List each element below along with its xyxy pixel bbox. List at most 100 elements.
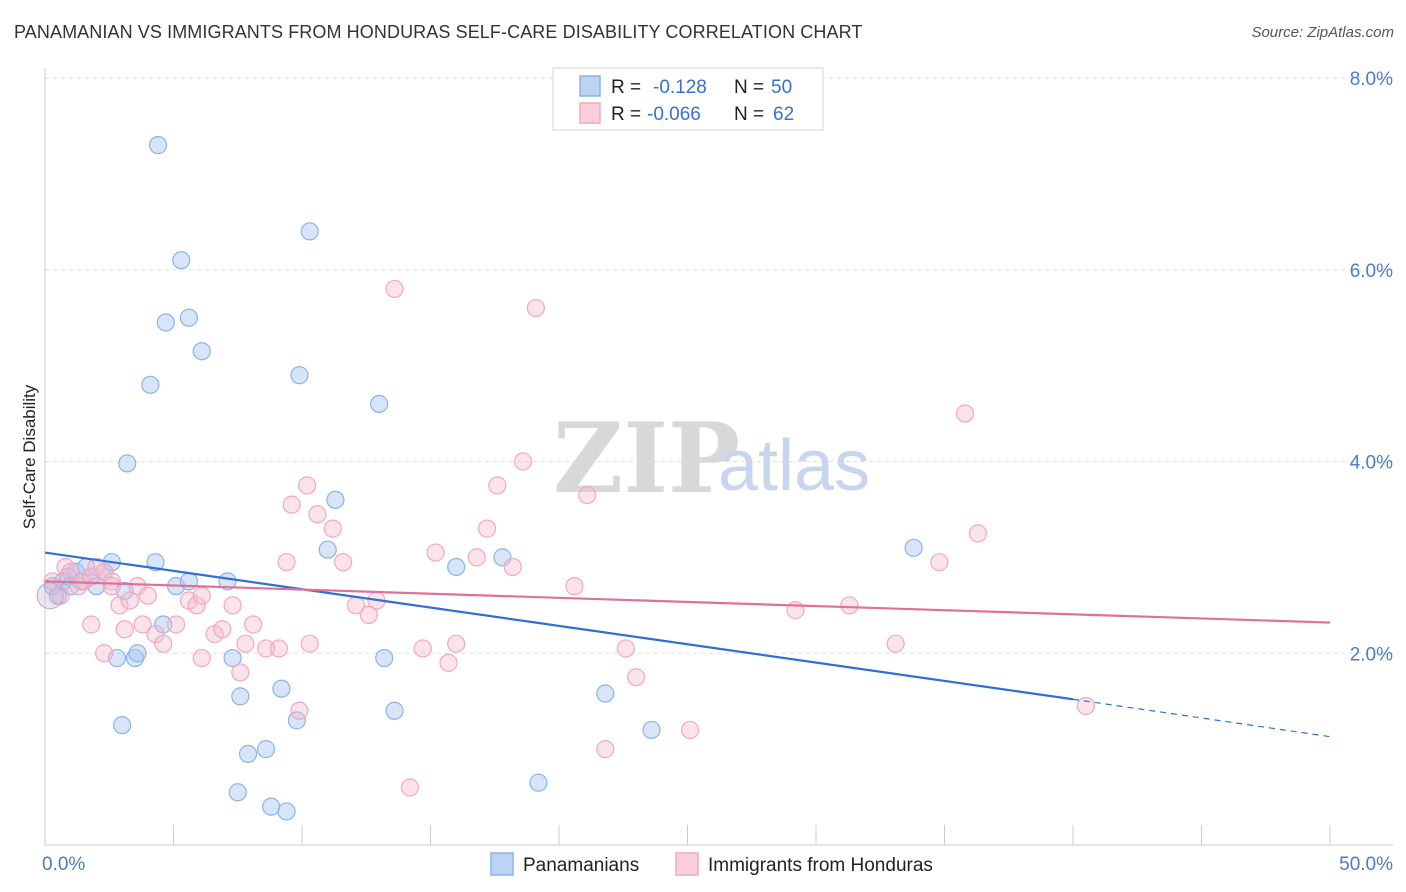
point-panamanians-25 (172, 251, 191, 270)
point-honduras-20 (154, 634, 173, 653)
point-honduras-26 (213, 620, 232, 639)
point-honduras-52 (477, 519, 497, 538)
point-honduras-21 (166, 615, 186, 634)
bottom-legend-label-honduras: Immigrants from Honduras (708, 855, 933, 876)
bottom-legend: Panamanians Immigrants from Honduras (490, 852, 933, 876)
point-honduras-39 (300, 634, 319, 653)
point-panamanians-23 (141, 375, 160, 394)
data-points (36, 136, 1095, 821)
point-panamanians-16 (179, 572, 199, 591)
grid-lines (45, 77, 1393, 654)
point-honduras-13 (110, 596, 129, 615)
legend-r-value-1: -0.128 (653, 77, 707, 98)
point-panamanians-39 (290, 366, 309, 385)
point-honduras-66 (930, 553, 949, 572)
point-panamanians-33 (256, 740, 276, 759)
axes (44, 68, 1393, 846)
point-honduras-17 (133, 615, 152, 634)
trend-line-honduras (44, 580, 1331, 624)
point-honduras-68 (968, 524, 988, 543)
point-honduras-47 (413, 639, 432, 658)
point-panamanians-50 (904, 538, 923, 557)
point-panamanians-36 (272, 679, 291, 698)
point-honduras-46 (400, 778, 420, 797)
point-honduras-36 (290, 701, 309, 720)
bottom-legend-label-panamanians: Panamanians (523, 855, 639, 876)
point-honduras-65 (886, 634, 905, 653)
point-honduras-62 (680, 720, 700, 740)
point-honduras-30 (236, 634, 255, 653)
point-honduras-14 (115, 620, 134, 639)
point-panamanians-24 (156, 313, 175, 332)
point-honduras-18 (138, 586, 157, 605)
point-honduras-61 (626, 668, 646, 687)
point-honduras-37 (298, 476, 317, 495)
watermark-atlas: atlas (718, 426, 870, 506)
point-honduras-53 (488, 476, 507, 495)
legend-n-label-2: N = (734, 104, 764, 125)
point-honduras-40 (323, 519, 342, 538)
legend-swatch-honduras (579, 102, 601, 124)
point-panamanians-30 (223, 648, 242, 668)
point-honduras-35 (277, 553, 296, 572)
y-axis-label: Self-Care Disability (20, 384, 39, 529)
point-panamanians-13 (146, 553, 165, 572)
point-panamanians-47 (529, 773, 548, 792)
legend-r-label-1: R = (611, 77, 641, 98)
point-honduras-23 (187, 596, 206, 615)
point-honduras-67 (955, 404, 975, 423)
point-panamanians-43 (385, 701, 404, 720)
bottom-legend-swatch-honduras (675, 852, 699, 876)
point-honduras-59 (578, 485, 597, 505)
trend-line-panamanians-extension (1072, 698, 1331, 738)
trend-line-panamanians (44, 551, 1074, 701)
legend-n-value-1: 50 (771, 77, 792, 98)
point-honduras-49 (439, 653, 458, 672)
point-honduras-51 (467, 548, 486, 567)
point-honduras-3 (61, 562, 80, 581)
x-tick-label-0: 0.0% (42, 854, 85, 875)
point-honduras-48 (426, 543, 445, 562)
point-panamanians-26 (179, 308, 199, 327)
point-honduras-58 (596, 740, 615, 759)
point-honduras-19 (146, 624, 165, 644)
point-honduras-29 (223, 596, 242, 615)
chart-source: Source: ZipAtlas.com (1251, 24, 1394, 41)
legend-n-value-2: 62 (773, 104, 794, 125)
y-tick-label-1: 4.0% (1350, 453, 1393, 474)
point-honduras-9 (102, 572, 121, 591)
point-panamanians-22 (128, 644, 147, 663)
point-cluster-large (36, 582, 64, 610)
point-panamanians-49 (642, 720, 661, 740)
point-honduras-43 (359, 605, 378, 625)
bottom-legend-swatch-panamanians (490, 852, 514, 876)
point-honduras-27 (192, 648, 211, 668)
point-panamanians-29 (231, 687, 250, 706)
point-honduras-32 (256, 639, 276, 658)
point-honduras-15 (120, 591, 139, 610)
point-honduras-8 (95, 562, 114, 581)
point-honduras-45 (385, 279, 404, 299)
point-honduras-31 (244, 615, 263, 634)
legend-swatch-panamanians (579, 75, 601, 97)
point-honduras-10 (82, 615, 101, 634)
point-honduras-11 (95, 644, 114, 663)
point-panamanians-34 (262, 797, 281, 816)
point-panamanians-44 (370, 394, 389, 414)
point-panamanians-46 (447, 557, 466, 577)
point-honduras-60 (616, 639, 635, 658)
point-honduras-24 (192, 586, 211, 605)
y-tick-label-0: 2.0% (1350, 644, 1393, 665)
point-honduras-12 (102, 577, 121, 596)
chart-title: PANAMANIAN VS IMMIGRANTS FROM HONDURAS S… (14, 22, 863, 42)
y-tick-labels: 2.0% 4.0% 6.0% 8.0% (1350, 69, 1393, 665)
point-panamanians-14 (154, 615, 173, 634)
x-tick-labels: 0.0% 50.0% (42, 854, 1393, 875)
point-honduras-57 (565, 577, 584, 596)
point-honduras-50 (447, 634, 466, 653)
x-tick-label-1: 50.0% (1339, 854, 1393, 875)
point-panamanians-40 (326, 490, 345, 509)
point-honduras-34 (282, 495, 301, 514)
top-legend: R = -0.128 N = 50 R = -0.066 N = 62 (552, 67, 824, 131)
point-honduras-33 (269, 639, 288, 658)
